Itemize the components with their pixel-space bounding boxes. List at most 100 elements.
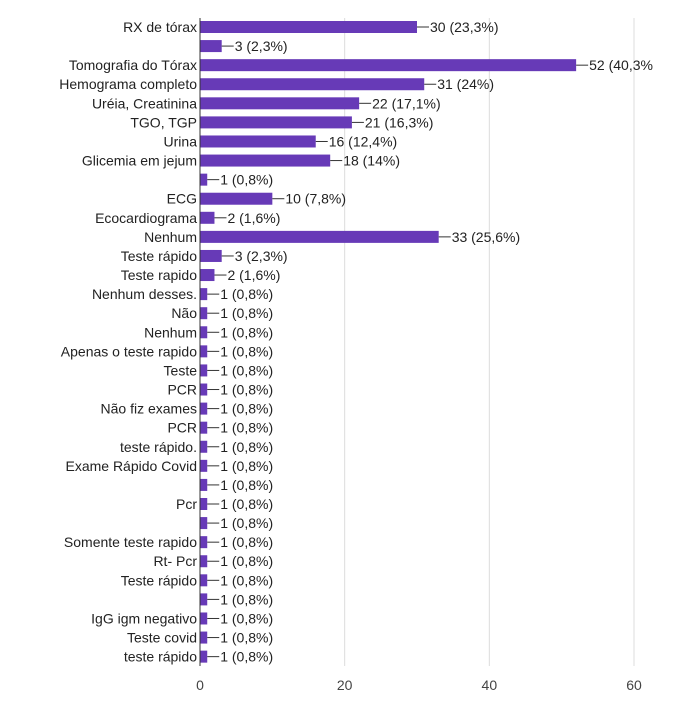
value-label: 10 (7,8%) — [285, 191, 346, 207]
category-label: Ecocardiograma — [95, 210, 197, 226]
category-label: Teste — [164, 362, 198, 378]
bar — [200, 21, 417, 33]
value-label: 30 (23,3%) — [430, 19, 498, 35]
value-label: 1 (0,8%) — [220, 343, 273, 359]
bar — [200, 650, 208, 663]
value-label: 1 (0,8%) — [220, 534, 273, 550]
x-tick-label: 0 — [196, 677, 204, 693]
bar — [200, 631, 208, 644]
bar — [200, 97, 360, 110]
category-label: Nenhum — [144, 324, 197, 340]
bar — [200, 116, 352, 129]
category-labels: RX de tórax Tomografia do Tórax Hemograma … — [59, 19, 197, 665]
bar — [200, 536, 208, 549]
value-label: 1 (0,8%) — [220, 496, 273, 512]
value-label: 3 (2,3%) — [235, 38, 288, 54]
value-label: 31 (24%) — [437, 76, 494, 92]
category-label: RX de tórax — [123, 19, 197, 35]
bar — [200, 421, 208, 434]
bar — [200, 192, 273, 205]
bar — [200, 574, 208, 587]
value-label: 1 (0,8%) — [220, 420, 273, 436]
value-label: 21 (16,3%) — [365, 114, 433, 130]
bar — [200, 40, 222, 53]
value-label: 1 (0,8%) — [220, 362, 273, 378]
value-label: 1 (0,8%) — [220, 401, 273, 417]
value-label: 52 (40,3% — [589, 57, 653, 73]
value-label: 18 (14%) — [343, 153, 400, 169]
bar — [200, 459, 208, 472]
x-axis-ticks: 0 20 40 60 — [196, 677, 642, 693]
value-label: 1 (0,8%) — [220, 458, 273, 474]
value-labels: 30 (23,3%) 3 (2,3%) 52 (40,3% 31 (24%) 22 (1… — [207, 19, 653, 665]
category-label: teste rápido. — [120, 439, 197, 455]
category-label: PCR — [167, 382, 197, 398]
x-tick-label: 20 — [337, 677, 353, 693]
category-label: Exame Rápido Covid — [65, 458, 197, 474]
category-label: Glicemia em jejum — [82, 153, 197, 169]
value-label: 33 (25,6%) — [452, 229, 520, 245]
value-label: 16 (12,4%) — [329, 133, 397, 149]
category-label: Não fiz exames — [101, 401, 197, 417]
bar — [200, 555, 208, 568]
value-label: 1 (0,8%) — [220, 553, 273, 569]
value-label: 1 (0,8%) — [220, 515, 273, 531]
bar — [200, 78, 425, 91]
value-label: 1 (0,8%) — [220, 610, 273, 626]
category-label: Apenas o teste rapido — [61, 343, 197, 359]
bar — [200, 612, 208, 625]
category-label: IgG igm negativo — [91, 610, 197, 626]
value-label: 1 (0,8%) — [220, 382, 273, 398]
category-label: Nenhum — [144, 229, 197, 245]
bar — [200, 307, 208, 320]
value-label: 1 (0,8%) — [220, 477, 273, 493]
x-tick-label: 60 — [626, 677, 642, 693]
category-label: TGO, TGP — [130, 114, 197, 130]
bar — [200, 59, 577, 72]
category-label: Rt- Pcr — [153, 553, 197, 569]
category-label: Teste rápido — [121, 572, 197, 588]
category-label: Teste rápido — [121, 248, 197, 264]
category-label: Pcr — [176, 496, 197, 512]
bar — [200, 383, 208, 396]
bar — [200, 249, 222, 262]
x-tick-label: 40 — [482, 677, 498, 693]
value-label: 2 (1,6%) — [227, 267, 280, 283]
category-label: Uréia, Creatinina — [92, 95, 197, 111]
bar — [200, 230, 439, 243]
value-label: 1 (0,8%) — [220, 324, 273, 340]
bar — [200, 288, 208, 301]
value-label: 1 (0,8%) — [220, 172, 273, 188]
category-label: Hemograma completo — [59, 76, 197, 92]
value-label: 1 (0,8%) — [220, 439, 273, 455]
bar — [200, 211, 215, 224]
bar — [200, 498, 208, 510]
category-label: teste rápido — [124, 649, 197, 665]
bar — [200, 173, 208, 186]
value-label: 1 (0,8%) — [220, 572, 273, 588]
category-label: PCR — [167, 420, 197, 436]
bar — [200, 364, 208, 377]
category-label: Somente teste rapido — [64, 534, 197, 550]
bar — [200, 440, 208, 453]
value-label: 1 (0,8%) — [220, 286, 273, 302]
category-label: Urina — [164, 133, 198, 149]
value-label: 1 (0,8%) — [220, 630, 273, 646]
bar — [200, 478, 208, 491]
bar — [200, 269, 215, 282]
bar — [200, 135, 316, 148]
bar — [200, 517, 208, 530]
category-label: Teste covid — [127, 630, 197, 646]
bar — [200, 345, 208, 358]
category-label: Não — [171, 305, 197, 321]
category-label: Tomografia do Tórax — [69, 57, 197, 73]
category-label: ECG — [167, 191, 197, 207]
bar — [200, 154, 331, 167]
value-label: 22 (17,1%) — [372, 95, 440, 111]
bar — [200, 593, 208, 606]
bar — [200, 402, 208, 415]
bars — [200, 21, 577, 663]
category-label: Nenhum desses. — [92, 286, 197, 302]
value-label: 1 (0,8%) — [220, 305, 273, 321]
